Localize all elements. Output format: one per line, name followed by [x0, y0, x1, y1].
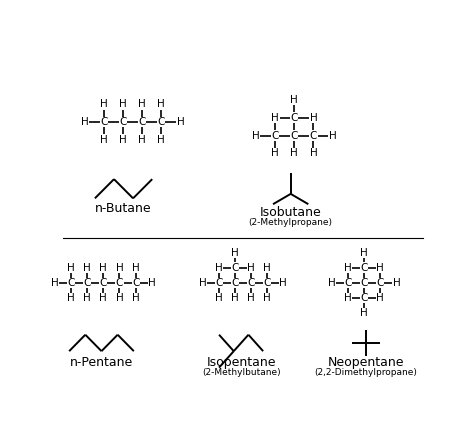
Text: H: H	[344, 293, 352, 303]
Text: H: H	[132, 263, 139, 273]
Text: H: H	[280, 278, 287, 288]
Text: H: H	[148, 278, 155, 288]
Text: C: C	[377, 278, 384, 288]
Text: H: H	[344, 263, 352, 273]
Text: C: C	[100, 117, 108, 127]
Text: (2,2-Dimethylpropane): (2,2-Dimethylpropane)	[315, 368, 418, 376]
Text: H: H	[272, 113, 279, 123]
Text: n-Pentane: n-Pentane	[70, 356, 133, 369]
Text: C: C	[132, 278, 139, 288]
Text: C: C	[247, 278, 255, 288]
Text: H: H	[100, 263, 107, 273]
Text: C: C	[272, 131, 279, 141]
Text: C: C	[119, 117, 127, 127]
Text: H: H	[100, 135, 108, 145]
Text: H: H	[247, 263, 255, 273]
Text: C: C	[231, 278, 238, 288]
Text: C: C	[310, 131, 317, 141]
Text: C: C	[360, 278, 368, 288]
Text: H: H	[252, 131, 260, 141]
Text: H: H	[83, 293, 91, 303]
Text: C: C	[67, 278, 75, 288]
Text: H: H	[376, 293, 384, 303]
Text: H: H	[272, 113, 279, 123]
Text: H: H	[100, 293, 107, 303]
Text: H: H	[247, 293, 255, 303]
Text: H: H	[344, 263, 352, 273]
Text: Isopentane: Isopentane	[206, 356, 276, 369]
Text: H: H	[177, 117, 184, 127]
Text: C: C	[100, 278, 107, 288]
Text: n-Butane: n-Butane	[95, 202, 152, 215]
Text: C: C	[138, 117, 146, 127]
Text: H: H	[132, 293, 139, 303]
Text: H: H	[215, 263, 223, 273]
Text: H: H	[157, 135, 165, 145]
Text: H: H	[360, 248, 368, 258]
Text: H: H	[83, 263, 91, 273]
Text: H: H	[81, 117, 89, 127]
Text: H: H	[310, 113, 317, 123]
Text: Isobutane: Isobutane	[260, 206, 321, 219]
Text: H: H	[119, 99, 127, 109]
Text: C: C	[116, 278, 123, 288]
Text: H: H	[376, 293, 384, 303]
Text: (2-Methylbutane): (2-Methylbutane)	[202, 368, 281, 376]
Text: C: C	[291, 131, 298, 141]
Text: H: H	[231, 248, 239, 258]
Text: H: H	[138, 135, 146, 145]
Text: H: H	[100, 99, 108, 109]
Text: C: C	[291, 113, 298, 123]
Text: C: C	[360, 293, 368, 303]
Text: H: H	[116, 263, 123, 273]
Text: C: C	[158, 117, 165, 127]
Text: Neopentane: Neopentane	[328, 356, 404, 369]
Text: H: H	[67, 293, 75, 303]
Text: (2-Methylpropane): (2-Methylpropane)	[249, 218, 333, 227]
Text: H: H	[328, 278, 336, 288]
Text: C: C	[231, 263, 238, 273]
Text: C: C	[83, 278, 91, 288]
Text: H: H	[138, 99, 146, 109]
Text: H: H	[376, 263, 384, 273]
Text: H: H	[291, 149, 298, 158]
Text: C: C	[344, 278, 352, 288]
Text: H: H	[328, 131, 337, 141]
Text: H: H	[119, 135, 127, 145]
Text: H: H	[310, 149, 317, 158]
Text: H: H	[157, 99, 165, 109]
Text: C: C	[215, 278, 222, 288]
Text: H: H	[215, 293, 223, 303]
Text: H: H	[376, 263, 384, 273]
Text: C: C	[360, 263, 368, 273]
Text: H: H	[344, 293, 352, 303]
Text: H: H	[291, 95, 298, 105]
Text: H: H	[263, 263, 271, 273]
Text: H: H	[116, 293, 123, 303]
Text: H: H	[360, 308, 368, 318]
Text: H: H	[51, 278, 59, 288]
Text: H: H	[215, 263, 223, 273]
Text: H: H	[263, 293, 271, 303]
Text: H: H	[247, 263, 255, 273]
Text: H: H	[392, 278, 401, 288]
Text: H: H	[67, 263, 75, 273]
Text: H: H	[310, 113, 317, 123]
Text: H: H	[272, 149, 279, 158]
Text: C: C	[264, 278, 271, 288]
Text: H: H	[199, 278, 206, 288]
Text: H: H	[231, 293, 239, 303]
